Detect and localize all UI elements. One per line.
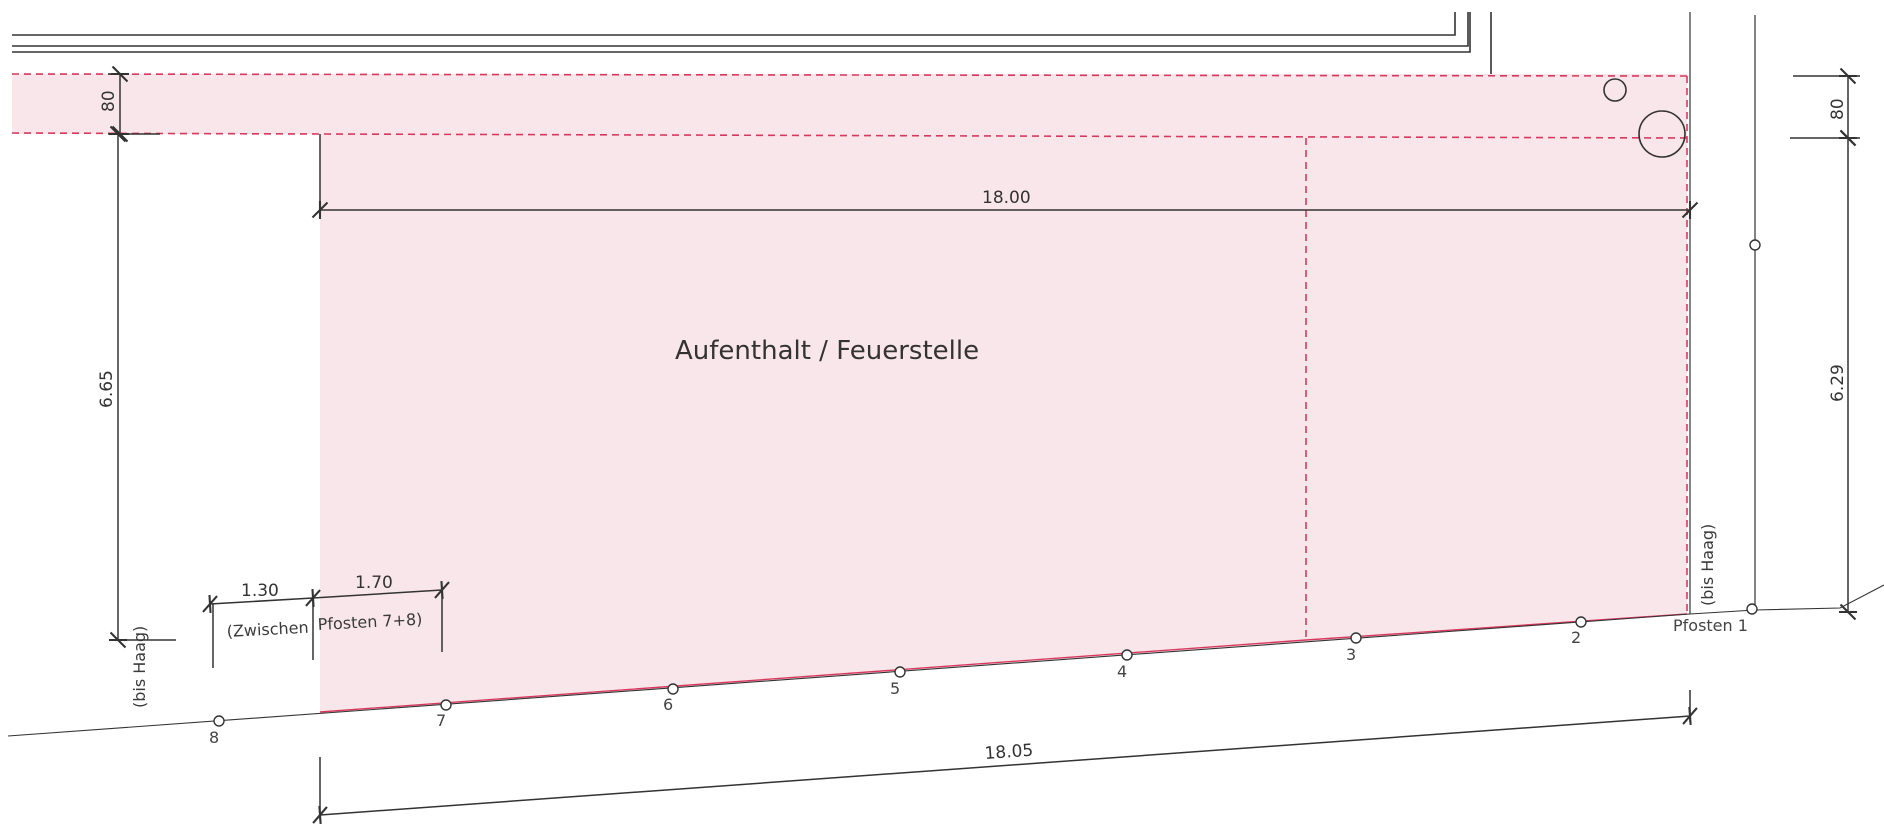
dimension-label-strip-right: 80 [1828,98,1848,120]
post-6 [667,683,679,695]
fence-posts [213,239,1761,727]
note-zwischen: (Zwischen [226,618,309,641]
zone-border-bottom [319,613,1688,713]
dimension-offsets [202,580,450,668]
dimension-width-bottom [312,690,1698,825]
dimension-width-top [311,134,1699,219]
dimension-label-strip-left: 80 [99,90,119,112]
post-4 [1121,649,1133,661]
post-2 [1575,616,1587,628]
post-5 [894,666,906,678]
dimension-height-left [109,125,176,649]
post-label-1: Pfosten 1 [1673,616,1748,635]
post-1 [1746,603,1758,615]
post-label-5: 5 [890,679,900,698]
post-3 [1350,632,1362,644]
post-label-3: 3 [1346,645,1356,664]
dimension-label-width-top: 18.00 [982,188,1031,208]
tree-small-icon [1603,78,1627,102]
zone-fill [12,74,1687,712]
note-bis-haag-right: (bis Haag) [1698,524,1717,606]
area-label: Aufenthalt / Feuerstelle [675,336,979,366]
dimension-label-height-right: 6.29 [1828,364,1848,402]
dimension-strip-right [1790,67,1860,147]
building-outline [12,12,1756,614]
dimension-label-offset-small: 1.30 [241,581,279,601]
post-7 [440,699,452,711]
post-label-7: 7 [436,711,446,730]
dimension-label-width-bottom: 18.05 [984,741,1034,764]
tree-large-icon [1638,110,1686,158]
post-label-8: 8 [209,728,219,747]
note-bis-haag-left: (bis Haag) [130,626,149,708]
post-label-6: 6 [663,695,673,714]
post-top-right [1749,239,1761,251]
post-8 [213,715,225,727]
post-label-4: 4 [1117,662,1127,681]
dimension-label-height-left: 6.65 [97,370,117,408]
post-label-2: 2 [1571,628,1581,647]
dimension-label-offset-post: 1.70 [355,573,393,593]
